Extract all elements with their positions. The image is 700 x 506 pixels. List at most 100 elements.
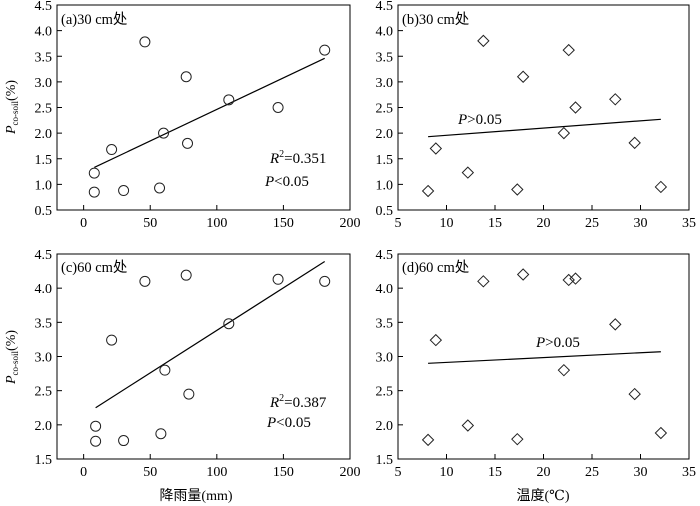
x-tick-label-c: 150 [273, 465, 294, 480]
data-point-d [557, 363, 571, 377]
y-tick-label-d: 1.5 [376, 453, 394, 468]
x-tick-label-d: 10 [440, 465, 454, 480]
y-tick-label-c: 1.5 [35, 453, 53, 468]
data-point-c [159, 364, 171, 376]
data-point-b [628, 136, 641, 150]
y-tick-label-a: 4.5 [35, 0, 53, 14]
data-point-d [562, 273, 575, 287]
x-tick-label-d: 25 [585, 465, 599, 480]
data-point-c [183, 388, 195, 400]
y-tick-label-c: 4.0 [35, 282, 53, 297]
r2-annotation-a: R2=0.351 [269, 149, 326, 167]
data-point-c [319, 275, 331, 287]
x-tick-label-b: 25 [585, 216, 599, 231]
data-point-a [223, 94, 235, 106]
panel-c: (c)60 cm处 R2=0.387 P<0.05 Pco-soil(%) 降雨… [4, 248, 361, 504]
data-point-c [155, 428, 167, 440]
y-tick-label-b: 3.0 [376, 76, 394, 91]
y-tick-label-a: 1.5 [35, 153, 53, 168]
y-tick-label-c: 2.0 [35, 419, 53, 434]
data-point-b [477, 34, 490, 48]
y-tick-label-b: 4.0 [376, 25, 394, 40]
x-tick-label-b: 5 [395, 216, 402, 231]
y-tick-label-a: 2.0 [35, 127, 53, 142]
x-tick-label-a: 100 [206, 216, 227, 231]
y-tick-label-a: 1.0 [35, 178, 53, 193]
data-point-c [223, 318, 235, 330]
fit-line-d [428, 351, 661, 364]
y-tick-label-c: 3.5 [35, 316, 53, 331]
x-tick-label-a: 200 [340, 216, 361, 231]
plot-frame-b [397, 4, 690, 211]
x-tick-label-a: 0 [80, 216, 87, 231]
y-tick-label-a: 2.5 [35, 102, 53, 117]
data-point-a [88, 186, 100, 198]
data-point-b [557, 126, 571, 140]
x-tick-label-c: 0 [80, 465, 87, 480]
y-tick-label-b: 2.5 [376, 102, 394, 117]
fit-line-b [428, 118, 661, 138]
panel-title-c: (c)60 cm处 [61, 259, 127, 276]
p-annotation-b: P>0.05 [457, 112, 502, 128]
y-tick-label-d: 4.0 [376, 282, 394, 297]
data-point-d [569, 272, 582, 285]
x-axis-title-d: 温度(℃) [517, 488, 570, 504]
panel-title-b: (b)30 cm处 [402, 11, 469, 28]
data-point-b [654, 180, 668, 194]
y-tick-label-c: 3.0 [35, 351, 53, 366]
data-point-c [272, 273, 284, 285]
fit-line-a [94, 57, 325, 169]
data-point-a [88, 167, 100, 179]
data-point-b [562, 43, 575, 57]
data-point-c [90, 420, 102, 432]
x-tick-label-b: 15 [488, 216, 502, 231]
data-point-d [511, 432, 524, 446]
r2-annotation-c: R2=0.387 [269, 393, 327, 411]
p-annotation-a: P<0.05 [264, 174, 309, 190]
data-point-c [106, 334, 118, 346]
data-point-c [118, 435, 130, 447]
data-point-a [106, 144, 118, 156]
data-point-a [182, 137, 194, 149]
data-point-d [421, 433, 435, 447]
data-point-c [180, 269, 192, 281]
data-point-a [139, 36, 151, 48]
x-tick-label-a: 50 [143, 216, 157, 231]
y-tick-label-b: 0.5 [376, 204, 394, 219]
data-point-b [421, 184, 435, 198]
y-tick-label-d: 3.0 [376, 351, 394, 366]
x-tick-label-d: 30 [634, 465, 648, 480]
data-point-a [272, 102, 284, 113]
data-point-b [609, 93, 622, 106]
x-tick-label-d: 20 [537, 465, 551, 480]
x-tick-label-b: 30 [634, 216, 648, 231]
y-axis-title-c: Pco-soil(%) [4, 330, 20, 385]
y-tick-label-d: 3.5 [376, 316, 394, 331]
y-tick-label-c: 4.5 [35, 248, 53, 263]
data-point-d [516, 268, 530, 281]
data-point-d [609, 318, 622, 331]
data-point-a [180, 71, 192, 83]
x-tick-label-c: 100 [206, 465, 227, 480]
panel-title-a: (a)30 cm处 [61, 11, 127, 28]
data-point-b [461, 166, 475, 179]
y-tick-label-b: 4.5 [376, 0, 394, 14]
p-annotation-c: P<0.05 [266, 415, 311, 431]
data-point-a [158, 127, 170, 139]
data-point-c [139, 275, 151, 287]
y-tick-label-a: 3.5 [35, 50, 53, 65]
panel-title-d: (d)60 cm处 [402, 259, 469, 276]
x-tick-label-b: 10 [440, 216, 454, 231]
panel-a: (a)30 cm处 R2=0.351 P<0.05 Pco-soil(%) 0 5… [4, 0, 361, 231]
data-point-d [654, 426, 668, 440]
y-tick-label-a: 3.0 [35, 76, 53, 91]
p-annotation-d: P>0.05 [535, 335, 580, 351]
y-tick-label-a: 0.5 [35, 204, 53, 219]
y-tick-label-d: 2.5 [376, 385, 394, 400]
y-tick-label-a: 4.0 [35, 25, 53, 40]
x-tick-label-d: 15 [488, 465, 502, 480]
data-point-b [516, 70, 530, 83]
panel-b: (b)30 cm处 P>0.05 5 10 15 20 25 30 35 0.5 1.0 1.5 2… [376, 0, 697, 231]
y-tick-label-d: 4.5 [376, 248, 394, 263]
